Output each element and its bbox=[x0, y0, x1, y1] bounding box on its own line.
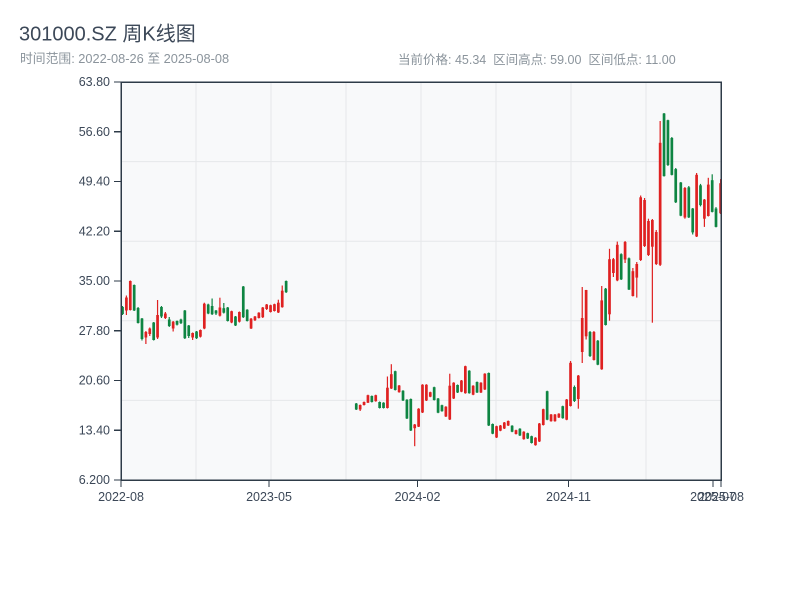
svg-text:42.20: 42.20 bbox=[79, 224, 110, 238]
svg-text:63.80: 63.80 bbox=[79, 75, 110, 89]
svg-text:2025-07: 2025-07 bbox=[690, 490, 736, 504]
svg-text:56.60: 56.60 bbox=[79, 125, 110, 139]
svg-text:35.00: 35.00 bbox=[79, 274, 110, 288]
svg-text:27.80: 27.80 bbox=[79, 324, 110, 338]
svg-text:49.40: 49.40 bbox=[79, 175, 110, 189]
svg-text:当前价格: 45.34 区间高点: 59.00 区间低点: 当前价格: 45.34 区间高点: 59.00 区间低点: 11.00 bbox=[398, 52, 676, 67]
svg-text:6.200: 6.200 bbox=[79, 473, 110, 487]
svg-text:时间范围: 2022-08-26 至 2025-08-08: 时间范围: 2022-08-26 至 2025-08-08 bbox=[20, 51, 229, 66]
svg-text:301000.SZ 周K线图: 301000.SZ 周K线图 bbox=[19, 23, 196, 46]
svg-text:13.40: 13.40 bbox=[79, 423, 110, 437]
svg-text:2025-08: 2025-08 bbox=[698, 490, 744, 504]
svg-text:2022-08: 2022-08 bbox=[98, 490, 144, 504]
svg-text:2024-11: 2024-11 bbox=[546, 490, 591, 504]
svg-text:20.60: 20.60 bbox=[79, 374, 110, 388]
svg-text:2023-05: 2023-05 bbox=[246, 490, 292, 504]
svg-text:2024-02: 2024-02 bbox=[395, 490, 441, 504]
